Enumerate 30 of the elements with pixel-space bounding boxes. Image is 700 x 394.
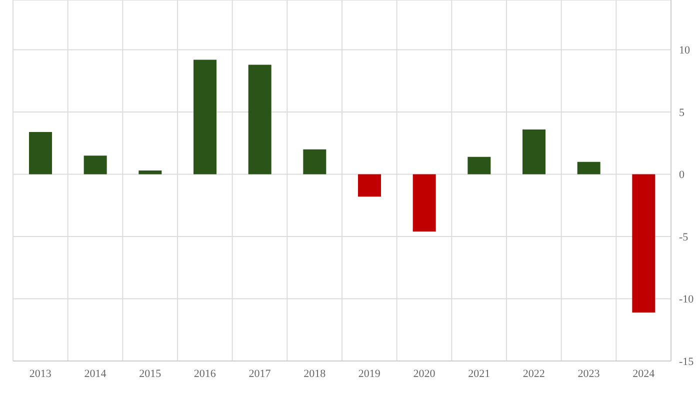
bar bbox=[468, 156, 491, 174]
x-tick-label: 2014 bbox=[84, 368, 107, 380]
x-tick-label: 2023 bbox=[578, 368, 600, 380]
x-tick-label: 2015 bbox=[139, 368, 162, 380]
bar bbox=[194, 60, 216, 174]
bar bbox=[138, 170, 162, 174]
bar bbox=[522, 129, 546, 174]
y-tick-label: -10 bbox=[679, 294, 694, 306]
bar bbox=[84, 156, 107, 174]
x-tick-label: 2013 bbox=[29, 368, 52, 380]
x-tick-label: 2017 bbox=[248, 368, 272, 380]
x-tick-label: 2021 bbox=[468, 368, 490, 380]
bar bbox=[412, 174, 436, 232]
y-tick-label: -15 bbox=[679, 356, 694, 368]
bar bbox=[29, 132, 52, 174]
bar bbox=[632, 174, 656, 312]
x-tick-label: 2019 bbox=[358, 368, 381, 380]
x-tick-label: 2016 bbox=[194, 368, 216, 380]
y-tick-label: 0 bbox=[679, 169, 685, 182]
x-tick-label: 2018 bbox=[304, 368, 326, 380]
y-tick-label: 5 bbox=[679, 106, 685, 119]
x-tick-label: 2022 bbox=[522, 368, 545, 380]
y-tick-label: 10 bbox=[679, 44, 690, 57]
bar bbox=[358, 174, 381, 197]
bar bbox=[577, 162, 600, 174]
bar bbox=[248, 64, 272, 174]
bar bbox=[303, 149, 326, 174]
y-tick-label: -5 bbox=[679, 231, 689, 244]
x-tick-label: 2020 bbox=[413, 368, 436, 380]
x-tick-label: 2024 bbox=[632, 368, 656, 380]
